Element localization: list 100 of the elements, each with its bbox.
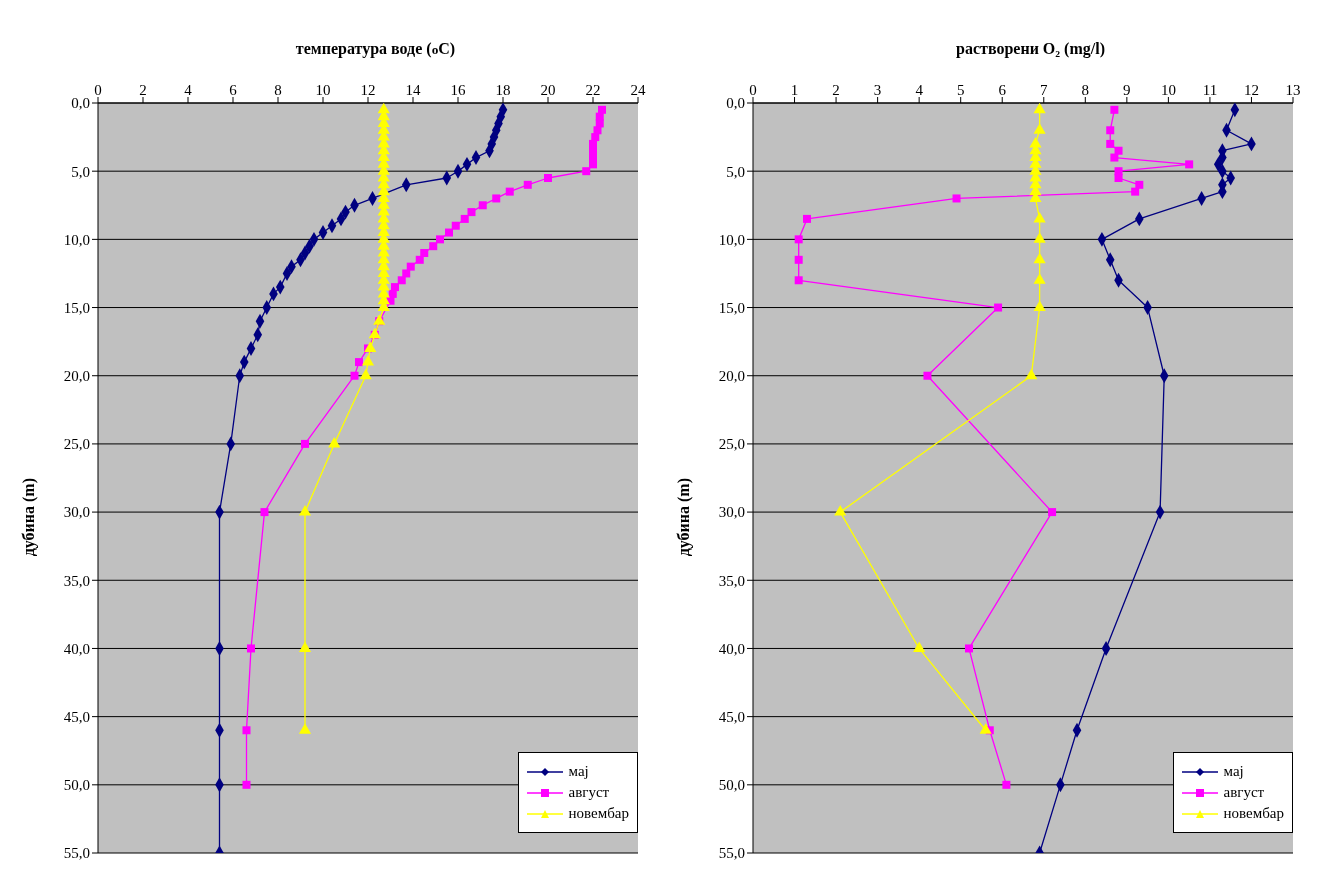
point: [1110, 105, 1119, 114]
point: [803, 214, 811, 223]
point: [1114, 174, 1123, 182]
point: [913, 641, 926, 652]
point: [952, 194, 961, 203]
point: [598, 105, 606, 114]
x-tick-label: 18: [495, 82, 511, 98]
point: [1185, 160, 1194, 169]
point: [794, 255, 803, 264]
y-tick-label: 55,0: [63, 845, 90, 862]
point: [361, 355, 375, 366]
point: [505, 187, 514, 196]
y-tick-label: 5,0: [726, 163, 745, 180]
y-axis-title: дубина (m): [674, 478, 693, 557]
point: [420, 249, 429, 257]
y-tick-label: 25,0: [718, 436, 745, 453]
y-tick-label: 0,0: [726, 95, 745, 112]
y-axis-title: дубина (m): [19, 478, 38, 557]
point: [595, 119, 604, 128]
y-tick-label: 50,0: [718, 777, 745, 794]
point: [242, 780, 251, 789]
point: [591, 133, 600, 142]
point: [415, 255, 424, 264]
point: [260, 508, 269, 517]
x-tick-label: 1: [790, 82, 799, 98]
y-tick-label: 35,0: [718, 572, 745, 589]
y-tick-label: 45,0: [63, 708, 90, 725]
point: [355, 358, 363, 367]
point: [298, 723, 312, 734]
point: [1033, 232, 1046, 243]
point: [1135, 180, 1144, 189]
y-tick-label: 0,0: [71, 95, 90, 112]
point: [242, 726, 251, 735]
point: [1048, 508, 1057, 517]
point: [1033, 211, 1046, 223]
point: [544, 174, 552, 182]
point: [593, 126, 602, 135]
x-tick-label: 12: [1243, 82, 1259, 98]
point: [794, 235, 803, 244]
x-tick-label: 14: [405, 82, 421, 98]
y-tick-label: 45,0: [718, 708, 745, 725]
point: [1033, 252, 1046, 264]
point: [1110, 153, 1119, 162]
x-tick-label: 12: [360, 82, 376, 98]
point: [923, 371, 932, 380]
x-tick-label: 22: [585, 82, 601, 98]
point: [1002, 780, 1011, 789]
y-tick-label: 25,0: [63, 436, 90, 453]
point: [589, 160, 597, 169]
point: [364, 341, 377, 352]
point: [451, 221, 460, 230]
y-tick-label: 30,0: [718, 504, 745, 521]
legend-label: мај: [1223, 763, 1244, 780]
y-tick-label: 10,0: [718, 231, 745, 248]
point: [386, 296, 395, 305]
point: [298, 505, 312, 516]
x-tick-label: 5: [956, 82, 965, 98]
point: [350, 371, 359, 380]
point: [1106, 139, 1115, 148]
y-tick-label: 35,0: [63, 572, 90, 589]
point: [1033, 103, 1046, 114]
legend-label: новембар: [1223, 805, 1284, 822]
point: [1033, 123, 1046, 134]
y-tick-label: 55,0: [718, 845, 745, 862]
y-tick-label: 5,0: [71, 163, 90, 180]
point: [523, 180, 532, 189]
point: [467, 208, 476, 217]
point: [478, 201, 487, 210]
point: [1033, 300, 1046, 312]
point: [1106, 126, 1115, 135]
point: [1025, 368, 1038, 380]
y-tick-label: 40,0: [63, 640, 90, 657]
y-tick-label: 15,0: [63, 299, 90, 316]
point: [979, 723, 992, 734]
x-tick-label: 0: [749, 82, 757, 98]
point: [965, 644, 973, 653]
point: [1033, 273, 1046, 284]
point: [492, 194, 501, 203]
x-tick-label: 10: [315, 82, 331, 98]
x-tick-label: 6: [998, 82, 1007, 98]
y-tick-label: 50,0: [63, 777, 90, 794]
legend-label: мај: [568, 763, 589, 780]
point: [298, 641, 312, 652]
point: [328, 436, 341, 448]
point: [247, 644, 255, 653]
x-tick-label: 8: [1081, 82, 1090, 98]
point: [301, 439, 309, 448]
point: [391, 283, 399, 292]
y-tick-label: 15,0: [718, 299, 745, 316]
x-tick-label: 8: [274, 82, 282, 98]
x-tick-label: 20: [540, 82, 556, 98]
x-tick-label: 10: [1160, 82, 1176, 98]
point: [429, 242, 438, 251]
point: [1131, 187, 1140, 196]
y-tick-label: 20,0: [63, 368, 90, 385]
point: [1114, 146, 1123, 155]
x-tick-label: 7: [1040, 82, 1049, 98]
y-tick-label: 20,0: [718, 368, 745, 385]
legend-label: август: [1223, 784, 1265, 801]
x-tick-label: 24: [630, 82, 646, 98]
